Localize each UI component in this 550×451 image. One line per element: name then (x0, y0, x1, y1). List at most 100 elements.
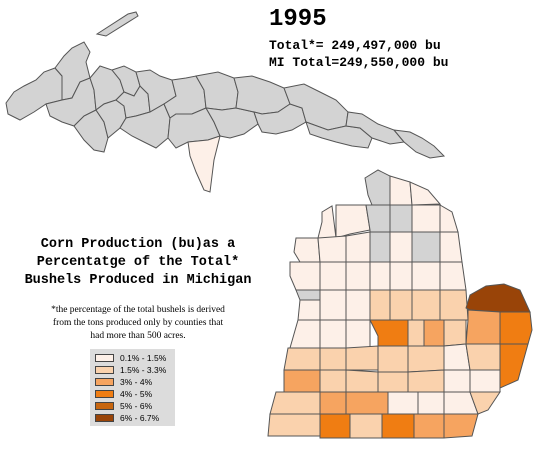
lp-county (289, 319, 321, 349)
footnote-line: had more than 500 acres. (90, 331, 186, 341)
lp-county (345, 369, 379, 393)
map-title-line: Percentatge of the Total* (36, 255, 240, 270)
map-title-line: Bushels Produced in Michigan (24, 273, 252, 288)
legend-label: 1.5% - 3.3% (120, 365, 167, 375)
lp-county (317, 205, 337, 239)
lp-county (443, 413, 479, 439)
menominee-county (187, 135, 221, 193)
lp-county (389, 175, 413, 206)
lp-county (389, 204, 413, 233)
footnote-line: from the tons produced only by counties … (52, 318, 224, 328)
lp-county (364, 169, 391, 206)
up-county (305, 121, 373, 149)
lp-county (283, 347, 321, 371)
lp-county (417, 391, 445, 415)
lp-county (345, 391, 389, 415)
lp-county (365, 204, 391, 233)
legend-label: 4% - 5% (120, 389, 153, 399)
lp-county (369, 319, 409, 347)
lp-county (319, 347, 347, 371)
lp-county (407, 369, 445, 393)
legend-swatch (95, 390, 114, 398)
lp-county (319, 319, 347, 349)
lp-county (345, 345, 379, 371)
lp-county (411, 261, 441, 291)
lp-county (411, 231, 441, 263)
lp-county (283, 369, 321, 393)
lp-county (369, 289, 391, 321)
up-county (392, 129, 446, 159)
mi-total-bushels: MI Total=249,550,000 bu (269, 55, 449, 70)
lp-county (409, 181, 442, 206)
lp-county (269, 391, 321, 415)
lp-county (443, 319, 467, 347)
legend-swatch (95, 366, 114, 374)
legend-item: 6% - 6.7% (95, 413, 175, 424)
lp-county (499, 311, 533, 345)
legend-label: 6% - 6.7% (120, 413, 160, 423)
legend-item: 3% - 4% (95, 377, 175, 388)
lp-county (297, 299, 321, 321)
legend-label: 5% - 6% (120, 401, 153, 411)
lp-county (293, 237, 321, 263)
lp-county (369, 261, 391, 291)
lp-county (439, 204, 459, 233)
lp-county (389, 231, 413, 263)
lp-county (465, 309, 501, 345)
lp-county (289, 261, 321, 291)
lower-peninsula-counties (267, 169, 533, 439)
legend-item: 4% - 5% (95, 389, 175, 400)
legend-swatch (95, 402, 114, 410)
lp-county (369, 231, 391, 263)
up-county (54, 41, 91, 101)
lp-county (443, 369, 471, 393)
lp-county (407, 319, 425, 347)
lp-county (469, 391, 501, 415)
map-title: Corn Production (bu)as a Percentatge of … (4, 236, 272, 290)
lp-county (345, 261, 371, 291)
lp-county (499, 343, 529, 389)
legend: 0.1% - 1.5% 1.5% - 3.3% 3% - 4% 4% - 5% … (90, 349, 175, 426)
lp-county (319, 289, 347, 321)
legend-item: 0.1% - 1.5% (95, 353, 175, 364)
lp-county (389, 261, 413, 291)
lp-county (439, 289, 469, 321)
legend-label: 3% - 4% (120, 377, 153, 387)
lp-county (469, 369, 501, 393)
footnote-line: *the percentage of the total bushels is … (51, 305, 225, 315)
lp-county (319, 261, 347, 291)
lp-county (387, 391, 419, 415)
lp-county (267, 413, 321, 437)
lp-county (335, 204, 371, 239)
map-title-line: Corn Production (bu)as a (40, 237, 236, 252)
lp-county (465, 283, 531, 313)
lp-county (411, 289, 441, 321)
lp-county (319, 413, 351, 439)
legend-item: 5% - 6% (95, 401, 175, 412)
isle-royale-county (95, 11, 139, 37)
lp-county (413, 413, 445, 439)
lp-county (465, 343, 501, 371)
up-county (205, 107, 259, 139)
legend-swatch (95, 414, 114, 422)
lp-county (345, 319, 371, 349)
lp-county (407, 345, 445, 373)
lp-county (377, 345, 409, 373)
lp-county (349, 413, 383, 439)
legend-swatch (95, 378, 114, 386)
lp-county (295, 289, 321, 301)
lp-county (345, 231, 371, 263)
lp-county (377, 371, 409, 393)
lp-county (439, 231, 463, 263)
lp-county (319, 391, 347, 415)
total-bushels: Total*= 249,497,000 bu (269, 38, 441, 53)
up-county (233, 75, 291, 115)
legend-item: 1.5% - 3.3% (95, 365, 175, 376)
lp-county (319, 369, 347, 393)
lp-county (439, 261, 467, 291)
legend-label: 0.1% - 1.5% (120, 353, 167, 363)
lp-county (411, 204, 441, 233)
lp-county (317, 235, 347, 263)
upper-peninsula-counties (5, 41, 446, 159)
